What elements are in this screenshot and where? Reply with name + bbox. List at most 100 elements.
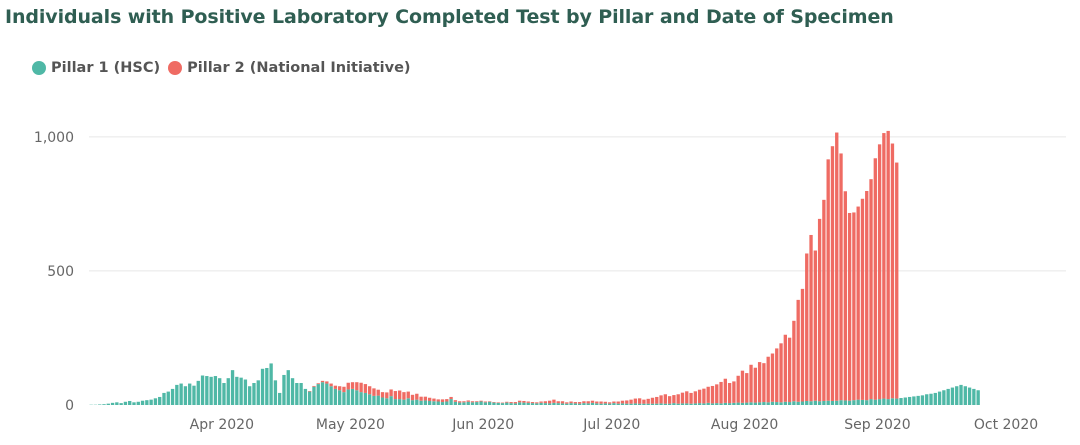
bar-pillar-2-151[interactable] <box>736 375 740 403</box>
bar-pillar-1-166[interactable] <box>800 401 805 405</box>
bar-pillar-1-41[interactable] <box>265 367 269 405</box>
bar-pillar-2-154[interactable] <box>749 364 753 403</box>
bar-pillar-1-20[interactable] <box>175 384 179 405</box>
bar-pillar-2-132[interactable] <box>655 396 659 404</box>
bar-pillar-1-51[interactable] <box>308 391 312 405</box>
bar-pillar-2-140[interactable] <box>689 392 693 404</box>
bar-pillar-2-147[interactable] <box>719 381 723 404</box>
bar-pillar-2-67[interactable] <box>376 389 380 396</box>
bar-pillar-1-7[interactable] <box>119 403 123 405</box>
bar-pillar-1-70[interactable] <box>389 396 393 405</box>
bar-pillar-2-123[interactable] <box>616 401 620 404</box>
bar-pillar-1-8[interactable] <box>123 401 128 405</box>
bar-pillar-2-162[interactable] <box>783 334 787 402</box>
bar-pillar-1-34[interactable] <box>235 376 239 405</box>
bar-pillar-1-47[interactable] <box>290 378 295 405</box>
bar-pillar-1-162[interactable] <box>783 401 787 405</box>
bar-pillar-2-58[interactable] <box>338 386 342 391</box>
bar-pillar-1-17[interactable] <box>162 392 166 405</box>
bar-pillar-1-179[interactable] <box>856 399 860 405</box>
bar-pillar-2-178[interactable] <box>852 212 856 401</box>
bar-pillar-1-127[interactable] <box>633 403 638 405</box>
bar-pillar-2-92[interactable] <box>483 401 488 403</box>
bar-pillar-2-72[interactable] <box>398 390 402 400</box>
bar-pillar-2-175[interactable] <box>839 153 843 401</box>
bar-pillar-1-50[interactable] <box>303 388 308 405</box>
bar-pillar-1-187[interactable] <box>890 398 895 405</box>
bar-pillar-1-77[interactable] <box>419 400 423 405</box>
bar-pillar-1-180[interactable] <box>860 399 865 405</box>
bar-pillar-2-170[interactable] <box>817 218 822 402</box>
bar-pillar-1-95[interactable] <box>496 402 500 405</box>
bar-pillar-2-161[interactable] <box>779 343 783 403</box>
bar-pillar-2-148[interactable] <box>723 378 727 403</box>
bar-pillar-2-96[interactable] <box>500 402 505 404</box>
bar-pillar-1-100[interactable] <box>517 402 522 405</box>
bar-pillar-2-90[interactable] <box>475 401 479 403</box>
bar-pillar-1-81[interactable] <box>436 401 440 405</box>
bar-pillar-2-149[interactable] <box>727 383 732 404</box>
bar-pillar-2-152[interactable] <box>740 370 745 403</box>
bar-pillar-1-156[interactable] <box>757 402 762 405</box>
bar-pillar-1-80[interactable] <box>432 401 436 405</box>
bar-pillar-1-11[interactable] <box>136 401 140 405</box>
bar-pillar-1-39[interactable] <box>256 380 260 405</box>
bar-pillar-2-53[interactable] <box>316 383 320 385</box>
bar-pillar-1-18[interactable] <box>166 391 170 405</box>
bar-pillar-1-203[interactable] <box>959 384 963 405</box>
bar-pillar-2-73[interactable] <box>402 392 406 400</box>
bar-pillar-1-174[interactable] <box>835 400 839 405</box>
bar-pillar-2-79[interactable] <box>427 397 432 401</box>
bar-pillar-2-107[interactable] <box>547 400 552 404</box>
bar-pillar-2-65[interactable] <box>368 386 372 395</box>
bar-pillar-1-66[interactable] <box>372 395 376 405</box>
bar-pillar-1-118[interactable] <box>595 403 599 405</box>
bar-pillar-1-16[interactable] <box>158 396 162 405</box>
bar-pillar-2-102[interactable] <box>526 401 530 403</box>
bar-pillar-1-4[interactable] <box>106 403 110 405</box>
bar-pillar-1-88[interactable] <box>466 401 470 405</box>
bar-pillar-1-200[interactable] <box>946 388 950 405</box>
bar-pillar-1-14[interactable] <box>149 399 153 405</box>
bar-pillar-1-158[interactable] <box>766 402 770 405</box>
bar-pillar-1-110[interactable] <box>560 403 565 405</box>
bar-pillar-1-49[interactable] <box>299 383 303 405</box>
bar-pillar-2-74[interactable] <box>406 391 410 399</box>
legend-item-pillar-1[interactable]: Pillar 1 (HSC) <box>32 60 160 76</box>
bar-pillar-2-163[interactable] <box>787 337 792 403</box>
bar-pillar-1-148[interactable] <box>723 402 727 405</box>
bar-pillar-2-122[interactable] <box>612 401 616 404</box>
bar-pillar-1-172[interactable] <box>826 400 830 405</box>
bar-pillar-1-126[interactable] <box>629 403 633 405</box>
bar-pillar-1-90[interactable] <box>475 402 479 405</box>
bar-pillar-1-35[interactable] <box>239 377 243 405</box>
bar-pillar-2-157[interactable] <box>762 363 766 403</box>
bar-pillar-2-52[interactable] <box>312 385 316 387</box>
bar-pillar-2-60[interactable] <box>346 382 350 390</box>
bar-pillar-2-165[interactable] <box>796 299 800 402</box>
bar-pillar-2-124[interactable] <box>620 400 625 404</box>
bar-pillar-1-185[interactable] <box>882 398 886 405</box>
bar-pillar-1-105[interactable] <box>539 402 543 405</box>
bar-pillar-1-183[interactable] <box>873 399 877 405</box>
bar-pillar-1-149[interactable] <box>727 403 732 405</box>
bar-pillar-1-87[interactable] <box>462 402 466 405</box>
bar-pillar-1-48[interactable] <box>295 383 299 405</box>
bar-pillar-2-64[interactable] <box>363 384 368 393</box>
bar-pillar-1-19[interactable] <box>170 388 175 405</box>
bar-pillar-1-63[interactable] <box>359 392 363 405</box>
bar-pillar-2-119[interactable] <box>599 401 603 404</box>
bar-pillar-1-45[interactable] <box>282 374 286 405</box>
bar-pillar-1-119[interactable] <box>599 403 603 405</box>
bar-pillar-1-12[interactable] <box>140 400 145 405</box>
bar-pillar-1-84[interactable] <box>449 399 453 405</box>
bar-pillar-2-159[interactable] <box>770 353 775 402</box>
bar-pillar-1-46[interactable] <box>286 370 290 405</box>
bar-pillar-1-144[interactable] <box>706 402 710 405</box>
bar-pillar-1-173[interactable] <box>830 400 835 405</box>
bar-pillar-1-125[interactable] <box>625 403 629 405</box>
bar-pillar-1-59[interactable] <box>342 392 346 405</box>
bar-pillar-1-145[interactable] <box>710 403 715 405</box>
bar-pillar-1-106[interactable] <box>543 403 548 405</box>
bar-pillar-2-118[interactable] <box>595 401 599 404</box>
